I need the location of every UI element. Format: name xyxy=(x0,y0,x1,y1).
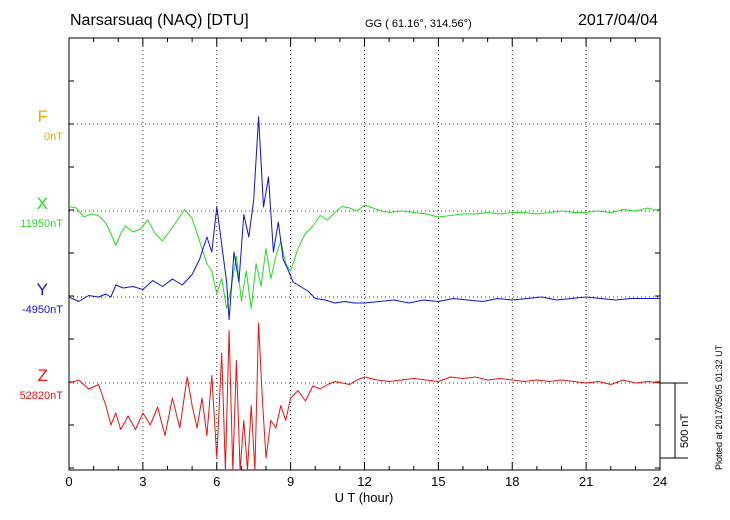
channel-baseline-x: 11950nT xyxy=(20,218,63,230)
x-axis-label: U T (hour) xyxy=(334,490,394,505)
channel-label-z: Z xyxy=(37,366,48,385)
plotted-at-note: Plotted at 2017/05/05 01:32 UT xyxy=(714,344,724,470)
x-tick-label: 12 xyxy=(357,474,372,489)
station-title: Narsarsuaq (NAQ) [DTU] xyxy=(70,12,249,29)
channel-baseline-z: 52820nT xyxy=(19,390,63,402)
x-tick-label: 21 xyxy=(578,474,594,489)
scale-bar xyxy=(660,382,688,459)
x-tick-label: 3 xyxy=(139,474,147,489)
channel-label-f: F xyxy=(37,107,48,126)
channel-baseline-f: 0nT xyxy=(44,131,63,143)
axis-ticks xyxy=(68,37,661,470)
x-tick-label: 9 xyxy=(287,474,295,489)
x-tick-label: 24 xyxy=(652,474,668,489)
traces xyxy=(68,116,661,471)
x-tick-label: 0 xyxy=(65,474,73,489)
x-tick-label: 6 xyxy=(213,474,221,489)
x-tick-label: 15 xyxy=(431,474,446,489)
station-coordinates: GG ( 61.16°, 314.56°) xyxy=(365,18,472,30)
channel-label-x: X xyxy=(36,194,48,213)
x-tick-label: 18 xyxy=(505,474,520,489)
channel-label-y: Y xyxy=(36,280,48,299)
scale-bar-label: 500 nT xyxy=(679,413,691,448)
plot-date: 2017/04/04 xyxy=(578,12,659,29)
trace-x xyxy=(68,204,661,309)
grid-lines xyxy=(69,38,660,470)
channel-baseline-y: -4950nT xyxy=(22,304,63,316)
trace-y xyxy=(68,116,660,320)
trace-z xyxy=(68,322,661,471)
